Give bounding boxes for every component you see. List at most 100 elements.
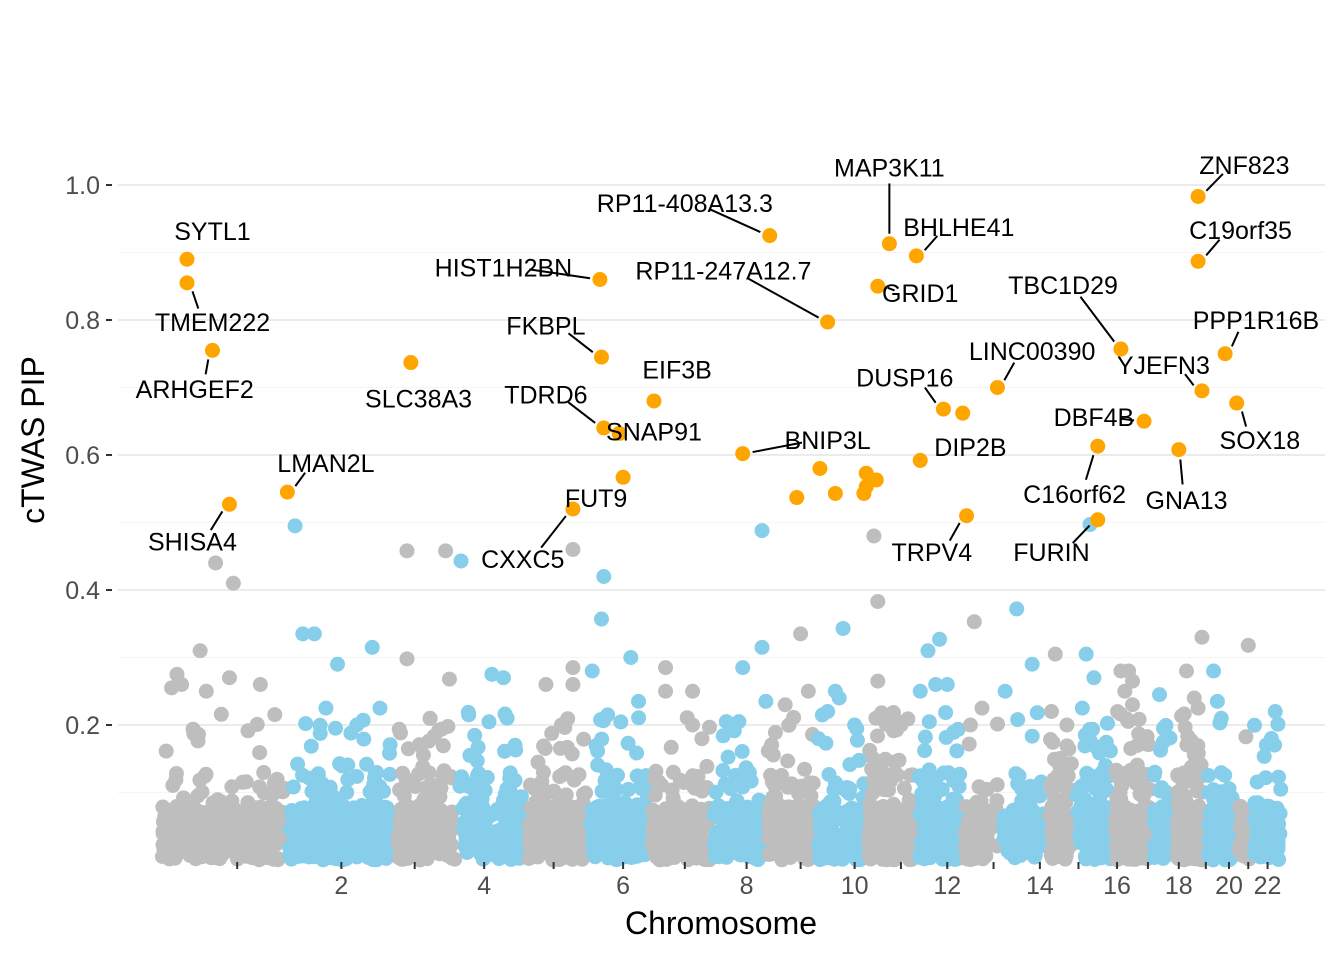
gene-point	[339, 784, 355, 800]
gene-point	[1059, 738, 1075, 754]
gene-point	[871, 769, 887, 785]
gene-point	[1183, 759, 1199, 775]
gene-point	[1249, 774, 1265, 790]
gene-point	[1194, 629, 1210, 645]
highlighted-point-shisa4	[221, 496, 237, 512]
gene-point	[1055, 804, 1071, 819]
gene-point	[658, 660, 674, 676]
gene-point	[1190, 700, 1206, 716]
label-connector	[540, 515, 567, 549]
gene-point	[797, 761, 813, 777]
gene-point	[544, 813, 560, 829]
gene-point	[416, 845, 432, 861]
gene-point	[682, 817, 698, 833]
gene-point	[962, 717, 978, 733]
gene-point	[399, 651, 415, 667]
gene-point	[320, 828, 336, 844]
gene-point	[1269, 833, 1285, 848]
highlighted-point-hist1h2bn	[592, 272, 608, 287]
gene-point	[453, 553, 469, 569]
gene-point	[754, 639, 770, 655]
gene-point	[287, 518, 303, 534]
gene-point	[235, 842, 251, 858]
gene-point	[212, 851, 228, 867]
highlighted-point-bnip3l	[735, 446, 751, 462]
gene-point	[1250, 802, 1265, 817]
gene-point	[655, 832, 671, 848]
highlighted-point-sox18	[1229, 395, 1245, 411]
gene-point	[534, 844, 549, 860]
highlighted-point-dusp16	[935, 401, 951, 417]
gene-point	[783, 821, 799, 837]
gene-point	[469, 802, 485, 818]
gene-point	[891, 752, 907, 768]
x-axis: 2 4 6 8 10 12 14 16 18 20 22	[236, 862, 1281, 900]
gene-point	[544, 725, 560, 741]
gene-point	[584, 663, 600, 679]
gene-point	[990, 716, 1005, 732]
gene-point	[694, 783, 710, 799]
gene-point	[920, 643, 936, 659]
gene-point	[382, 745, 397, 761]
gene-point	[1269, 800, 1285, 816]
gene-point	[676, 775, 692, 790]
gene-label-dip2b: DIP2B	[934, 434, 1006, 462]
gene-point	[1273, 781, 1289, 797]
gene-label-hist1h2bn: HIST1H2BN	[435, 254, 573, 282]
gene-point	[349, 717, 365, 733]
gene-point	[921, 714, 937, 730]
gene-point	[661, 801, 677, 817]
highlighted-point	[868, 472, 884, 488]
highlighted-point-dip2b	[955, 405, 971, 421]
highlighted-point-rp11-247a12.7	[820, 314, 836, 330]
highlighted-points	[179, 188, 1245, 528]
gene-point	[847, 717, 863, 733]
gene-point	[235, 774, 251, 790]
gene-label-sytl1: SYTL1	[174, 218, 250, 246]
gene-point	[919, 835, 935, 851]
gene-point	[356, 827, 372, 843]
gene-point	[784, 776, 800, 792]
gene-point	[422, 710, 438, 726]
gene-point	[1240, 637, 1256, 653]
highlighted-point-bhlhe41	[908, 248, 924, 264]
highlighted-point-sytl1	[179, 251, 195, 267]
gene-labels: SYTL1 TMEM222 ARHGEF2 SHISA4 LMAN2L SLC38A3 CX…	[136, 152, 1320, 574]
label-connector	[1003, 362, 1016, 381]
gene-point	[845, 815, 861, 831]
gene-point	[1213, 710, 1229, 726]
gene-point	[1071, 802, 1087, 818]
gene-point	[1201, 768, 1216, 783]
gene-point	[966, 614, 982, 630]
gene-point	[684, 842, 700, 858]
gene-point	[754, 523, 770, 539]
gene-point	[576, 731, 592, 747]
gene-point	[1256, 748, 1272, 764]
gene-point	[720, 749, 736, 765]
label-connector	[1205, 173, 1224, 192]
label-connector	[567, 332, 594, 353]
gene-label-tbc1d29: TBC1D29	[1008, 272, 1118, 300]
gene-point	[1055, 792, 1071, 808]
gene-point	[1263, 731, 1279, 746]
gene-point	[952, 766, 968, 782]
gene-point	[350, 803, 366, 819]
gene-point	[1050, 767, 1066, 783]
gene-point	[391, 721, 407, 737]
gene-label-linc00390: LINC00390	[969, 338, 1095, 366]
gene-label-dusp16: DUSP16	[856, 364, 953, 392]
gene-label-trpv4: TRPV4	[892, 539, 973, 567]
gene-point	[1024, 656, 1040, 672]
gene-label-furin: FURIN	[1013, 539, 1089, 567]
gene-point	[596, 569, 612, 584]
gene-point	[469, 753, 485, 769]
gene-point	[462, 824, 478, 840]
gene-point	[932, 631, 948, 647]
gene-point	[1029, 705, 1045, 721]
gene-point	[484, 666, 500, 682]
gene-label-rp11-247a12.7: RP11-247A12.7	[635, 258, 811, 286]
y-axis: 0.2 0.4 0.6 0.8 1.0	[65, 172, 112, 740]
gene-point	[318, 700, 334, 716]
gene-point	[1014, 828, 1030, 844]
highlighted-point-yjefn3	[1194, 383, 1210, 399]
